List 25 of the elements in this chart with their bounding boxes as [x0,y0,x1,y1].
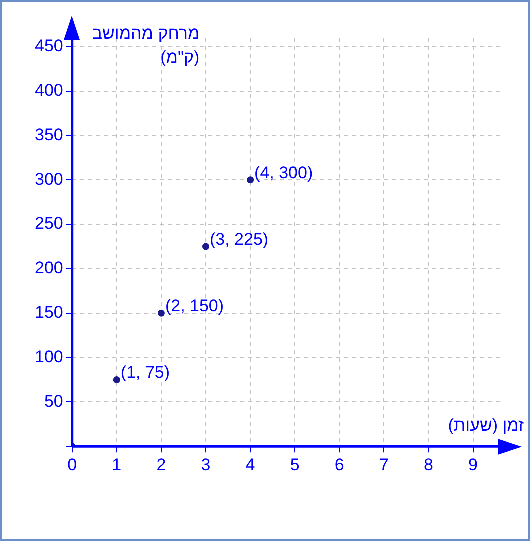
x-tick-label: 5 [290,455,300,474]
data-label: (2, 150) [165,296,224,316]
x-tick-label: 0 [68,455,78,474]
y-tick-label: 50 [44,392,64,411]
x-tick-label: 9 [468,455,478,474]
y-tick-label: 400 [34,80,64,100]
y-tick-label: 250 [34,214,64,234]
y-axis-title: מרחק מהמושב (ק"מ) [92,24,200,68]
x-tick-label: 2 [156,455,166,474]
x-tick-label: 3 [201,455,211,474]
x-tick-label: 1 [112,455,122,474]
data-label: (1, 75) [120,363,170,382]
x-tick-label: 8 [424,455,434,474]
x-tick-label: 6 [334,455,344,474]
y-tick-label: 450 [34,36,64,56]
y-tick-label: 150 [34,303,64,322]
y-tick-label: 300 [34,170,64,189]
x-axis-title: זמן (שעות) [448,416,524,435]
y-tick-label: 200 [34,258,64,278]
x-tick-label: 4 [246,455,256,474]
y-tick-label: 350 [34,125,64,144]
data-label: (3, 225) [210,230,269,249]
x-tick-label: 7 [379,455,389,474]
y-tick-label: 100 [34,347,64,366]
data-label: (4, 300) [254,163,314,182]
